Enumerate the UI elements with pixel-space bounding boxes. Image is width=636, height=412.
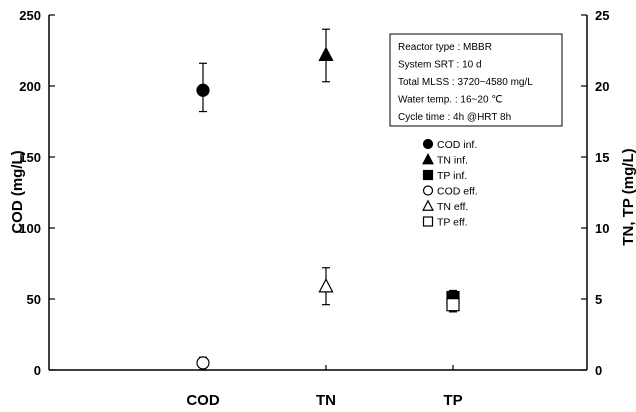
y-right-tick-label: 15 — [595, 150, 609, 165]
legend-marker-cod-inf — [422, 138, 434, 150]
point-tn-inf — [318, 28, 334, 83]
legend-marker-cod-eff — [422, 185, 434, 196]
legend-item-cod-inf: COD inf. — [422, 138, 477, 151]
info-box-line: Reactor type : MBBR — [398, 42, 492, 53]
y-right-tick-label: 0 — [595, 363, 602, 378]
y-right-tick-label: 10 — [595, 221, 609, 236]
legend-label: TN eff. — [437, 201, 468, 213]
ticks: 0 50 100 150 200 250 0 5 10 15 20 25 — [19, 8, 609, 378]
marker-cod-inf — [196, 83, 210, 97]
point-cod-eff — [196, 356, 210, 371]
legend-item-tn-inf: TN inf. — [422, 153, 468, 167]
legend-item-tp-inf: TP inf. — [422, 169, 467, 182]
info-box: Reactor type : MBBR System SRT : 10 d Tota… — [389, 33, 563, 127]
legend-label: TN inf. — [437, 155, 468, 167]
point-tp-eff — [446, 292, 460, 313]
legend-marker-tp-inf — [422, 169, 434, 181]
category-label-tn: TN — [316, 392, 336, 409]
info-box-line: Water temp. : 16~20 ℃ — [398, 95, 503, 106]
point-cod-inf — [196, 62, 210, 113]
y-left-tick-label: 200 — [19, 79, 41, 94]
category-label-cod: COD — [186, 392, 220, 409]
y-left-tick-label: 150 — [19, 150, 41, 165]
y-axis-right-title: TN, TP (mg/L) — [620, 148, 636, 245]
legend-item-cod-eff: COD eff. — [422, 185, 478, 198]
category-label-tp: TP — [443, 392, 462, 409]
data-points — [196, 28, 460, 371]
axes — [48, 15, 588, 371]
y-left-tick-label: 50 — [27, 292, 41, 307]
marker-tn-inf — [318, 46, 334, 62]
legend-marker-tn-inf — [422, 153, 434, 165]
y-left-tick-label: 100 — [19, 221, 41, 236]
legend: COD inf. TN inf. TP inf. COD eff. TN eff. TP … — [422, 138, 478, 229]
legend-item-tp-eff: TP eff. — [422, 216, 468, 229]
info-box-border — [389, 33, 563, 127]
legend-marker-tp-eff — [422, 216, 434, 227]
info-box-line: Cycle time : 4h @HRT 8h — [398, 112, 511, 123]
point-tn-eff — [318, 267, 334, 306]
legend-label: TP eff. — [437, 217, 468, 229]
marker-tp-eff — [446, 298, 460, 312]
legend-marker-tn-eff — [422, 199, 434, 211]
marker-cod-eff — [196, 356, 210, 370]
y-left-tick-label: 250 — [19, 8, 41, 23]
y-left-tick-label: 0 — [34, 363, 41, 378]
info-box-line: System SRT : 10 d — [398, 60, 482, 71]
y-right-tick-label: 25 — [595, 8, 609, 23]
category-labels: COD TN TP — [186, 392, 462, 409]
y-axis-left-title: COD (mg/L) — [9, 150, 26, 233]
y-right-tick-label: 20 — [595, 79, 609, 94]
y-right-tick-label: 5 — [595, 292, 602, 307]
legend-label: TP inf. — [437, 170, 467, 182]
info-box-line: Total MLSS : 3720~4580 mg/L — [398, 77, 533, 88]
legend-item-tn-eff: TN eff. — [422, 199, 468, 213]
marker-tn-eff — [318, 277, 334, 293]
legend-label: COD inf. — [437, 139, 477, 151]
legend-label: COD eff. — [437, 186, 478, 198]
